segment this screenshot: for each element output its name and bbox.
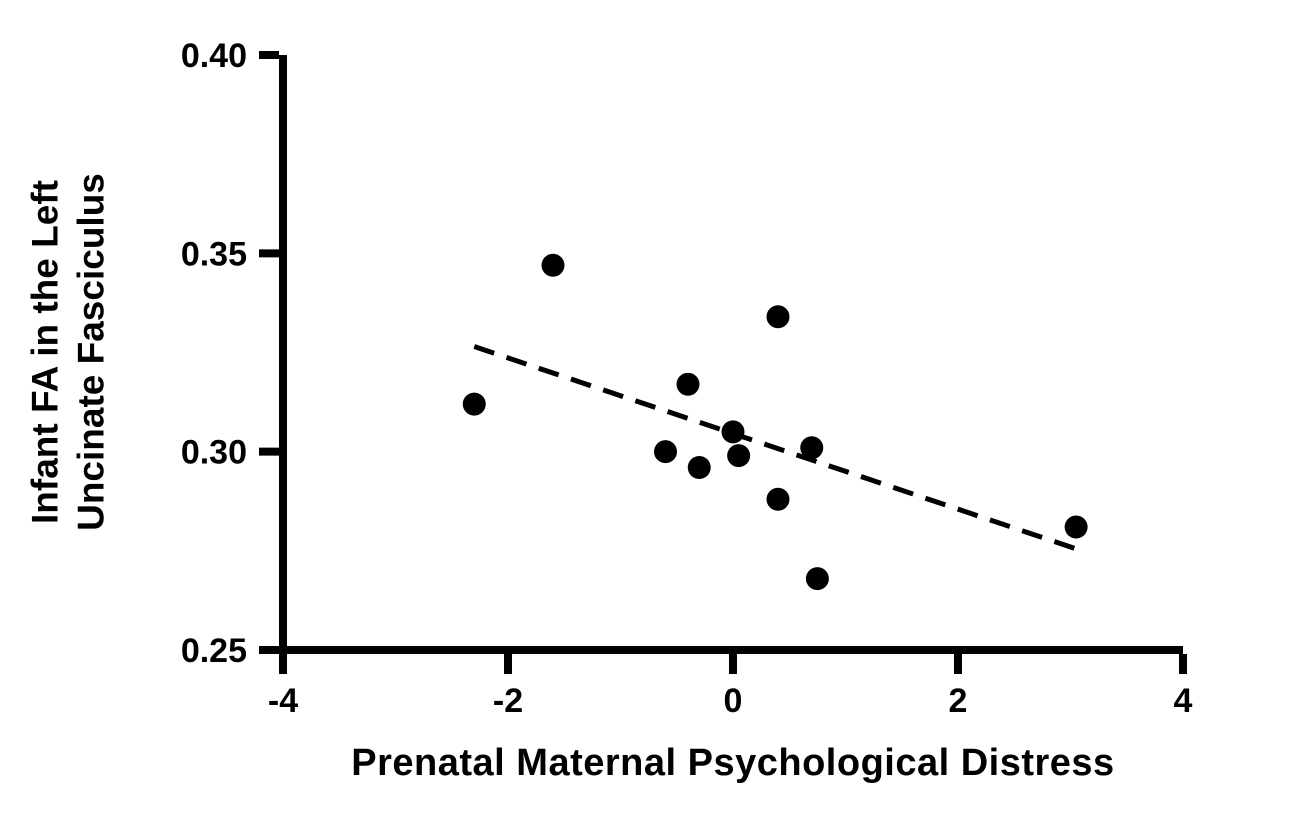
trend-line (473, 344, 1077, 552)
x-tick-label: 4 (1174, 682, 1193, 720)
data-point (462, 392, 486, 416)
x-tick-label: -2 (493, 682, 523, 720)
data-point (676, 372, 700, 396)
x-tick-label: 2 (949, 682, 968, 720)
y-axis-title: Infant FA in the Left Uncinate Fasciculu… (23, 55, 119, 650)
data-point (541, 253, 565, 277)
x-tick-label: -4 (268, 682, 298, 720)
data-point (800, 436, 824, 460)
y-axis-title-line1: Infant FA in the Left (24, 180, 66, 524)
data-point (687, 456, 711, 480)
y-tick-label: 0.25 (181, 632, 247, 670)
y-tick-label: 0.40 (181, 37, 247, 75)
data-point (766, 305, 790, 329)
data-point (1064, 515, 1088, 539)
y-tick-label: 0.30 (181, 434, 247, 472)
y-axis-title-line2: Uncinate Fasciculus (70, 173, 112, 531)
data-point (721, 420, 745, 444)
x-tick-label: 0 (724, 682, 743, 720)
data-point (766, 487, 790, 511)
data-point (727, 444, 751, 468)
x-axis-title: Prenatal Maternal Psychological Distress (351, 742, 1115, 784)
data-point (654, 440, 677, 464)
y-tick-label: 0.35 (181, 235, 247, 273)
data-point (805, 567, 829, 591)
